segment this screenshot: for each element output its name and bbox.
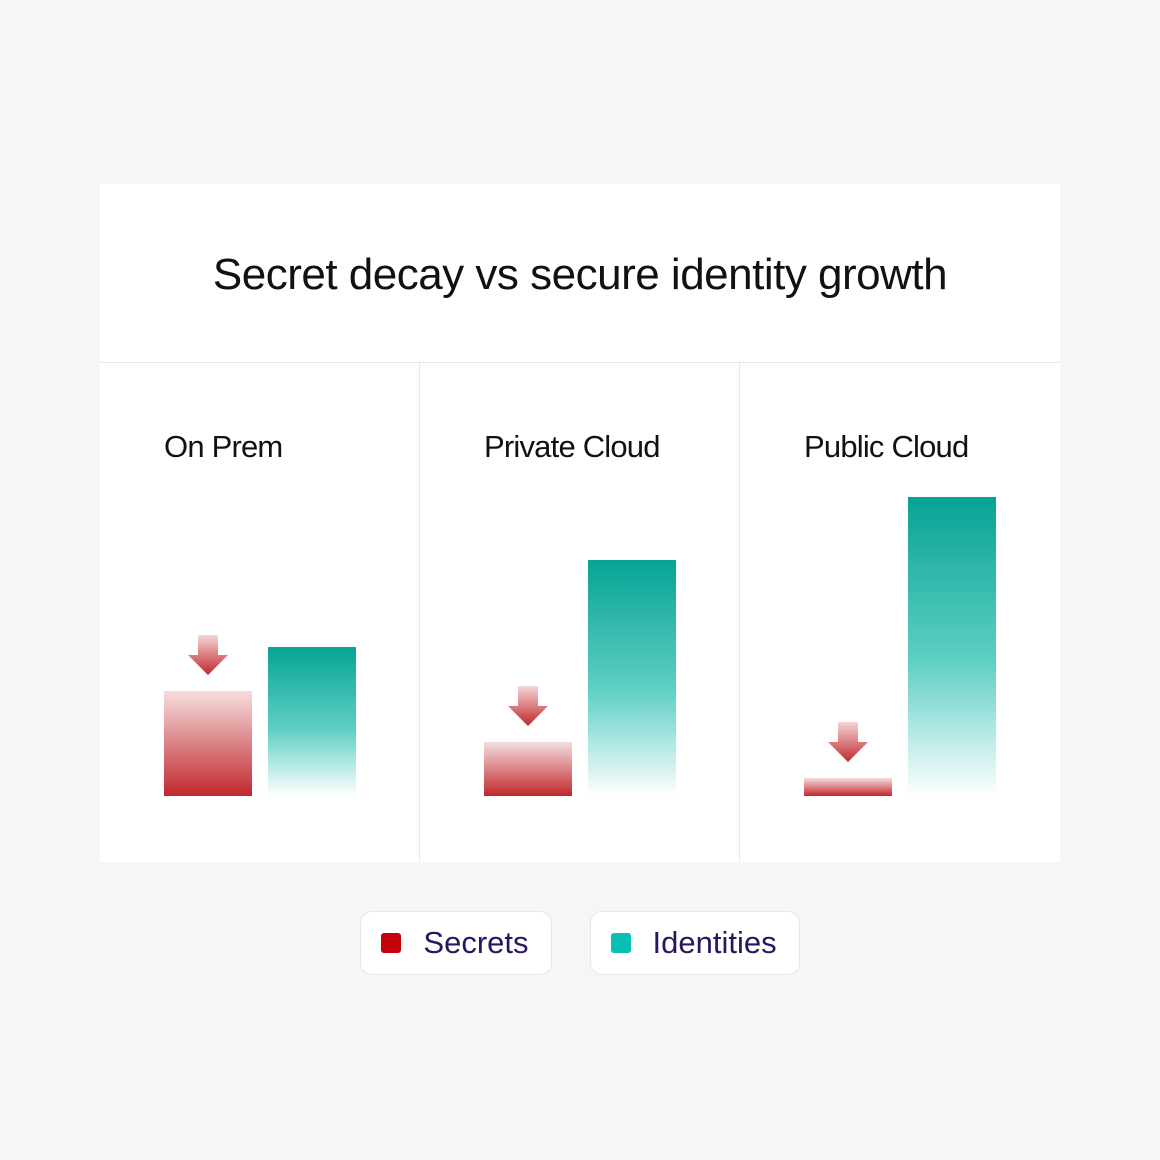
legend-item-identities: Identities — [589, 911, 800, 975]
category-panel: Private Cloud — [420, 363, 740, 862]
bar-secrets — [164, 691, 252, 796]
down-arrow-icon — [508, 686, 548, 727]
bar-secrets — [484, 742, 572, 796]
category-label: Public Cloud — [804, 429, 969, 464]
category-label: Private Cloud — [484, 429, 661, 464]
legend-label: Identities — [652, 925, 777, 960]
bar-identities — [268, 646, 356, 796]
legend: Secrets Identities — [0, 911, 1160, 975]
bar-identities — [588, 559, 676, 796]
chart-card: Secret decay vs secure identity growth O… — [100, 184, 1060, 862]
legend-swatch-secrets — [381, 933, 402, 953]
legend-item-secrets: Secrets — [360, 911, 552, 975]
chart-panels: On Prem Private Cloud Public Cloud — [100, 363, 1060, 862]
down-arrow-icon — [828, 722, 868, 763]
category-panel: Public Cloud — [740, 363, 1060, 862]
down-arrow-icon — [188, 635, 228, 676]
legend-swatch-identities — [610, 933, 631, 953]
bar-secrets — [804, 778, 892, 796]
chart-title: Secret decay vs secure identity growth — [100, 184, 1060, 363]
category-label: On Prem — [164, 429, 283, 464]
bar-identities — [908, 497, 996, 796]
category-panel: On Prem — [100, 363, 420, 862]
legend-label: Secrets — [423, 925, 529, 960]
